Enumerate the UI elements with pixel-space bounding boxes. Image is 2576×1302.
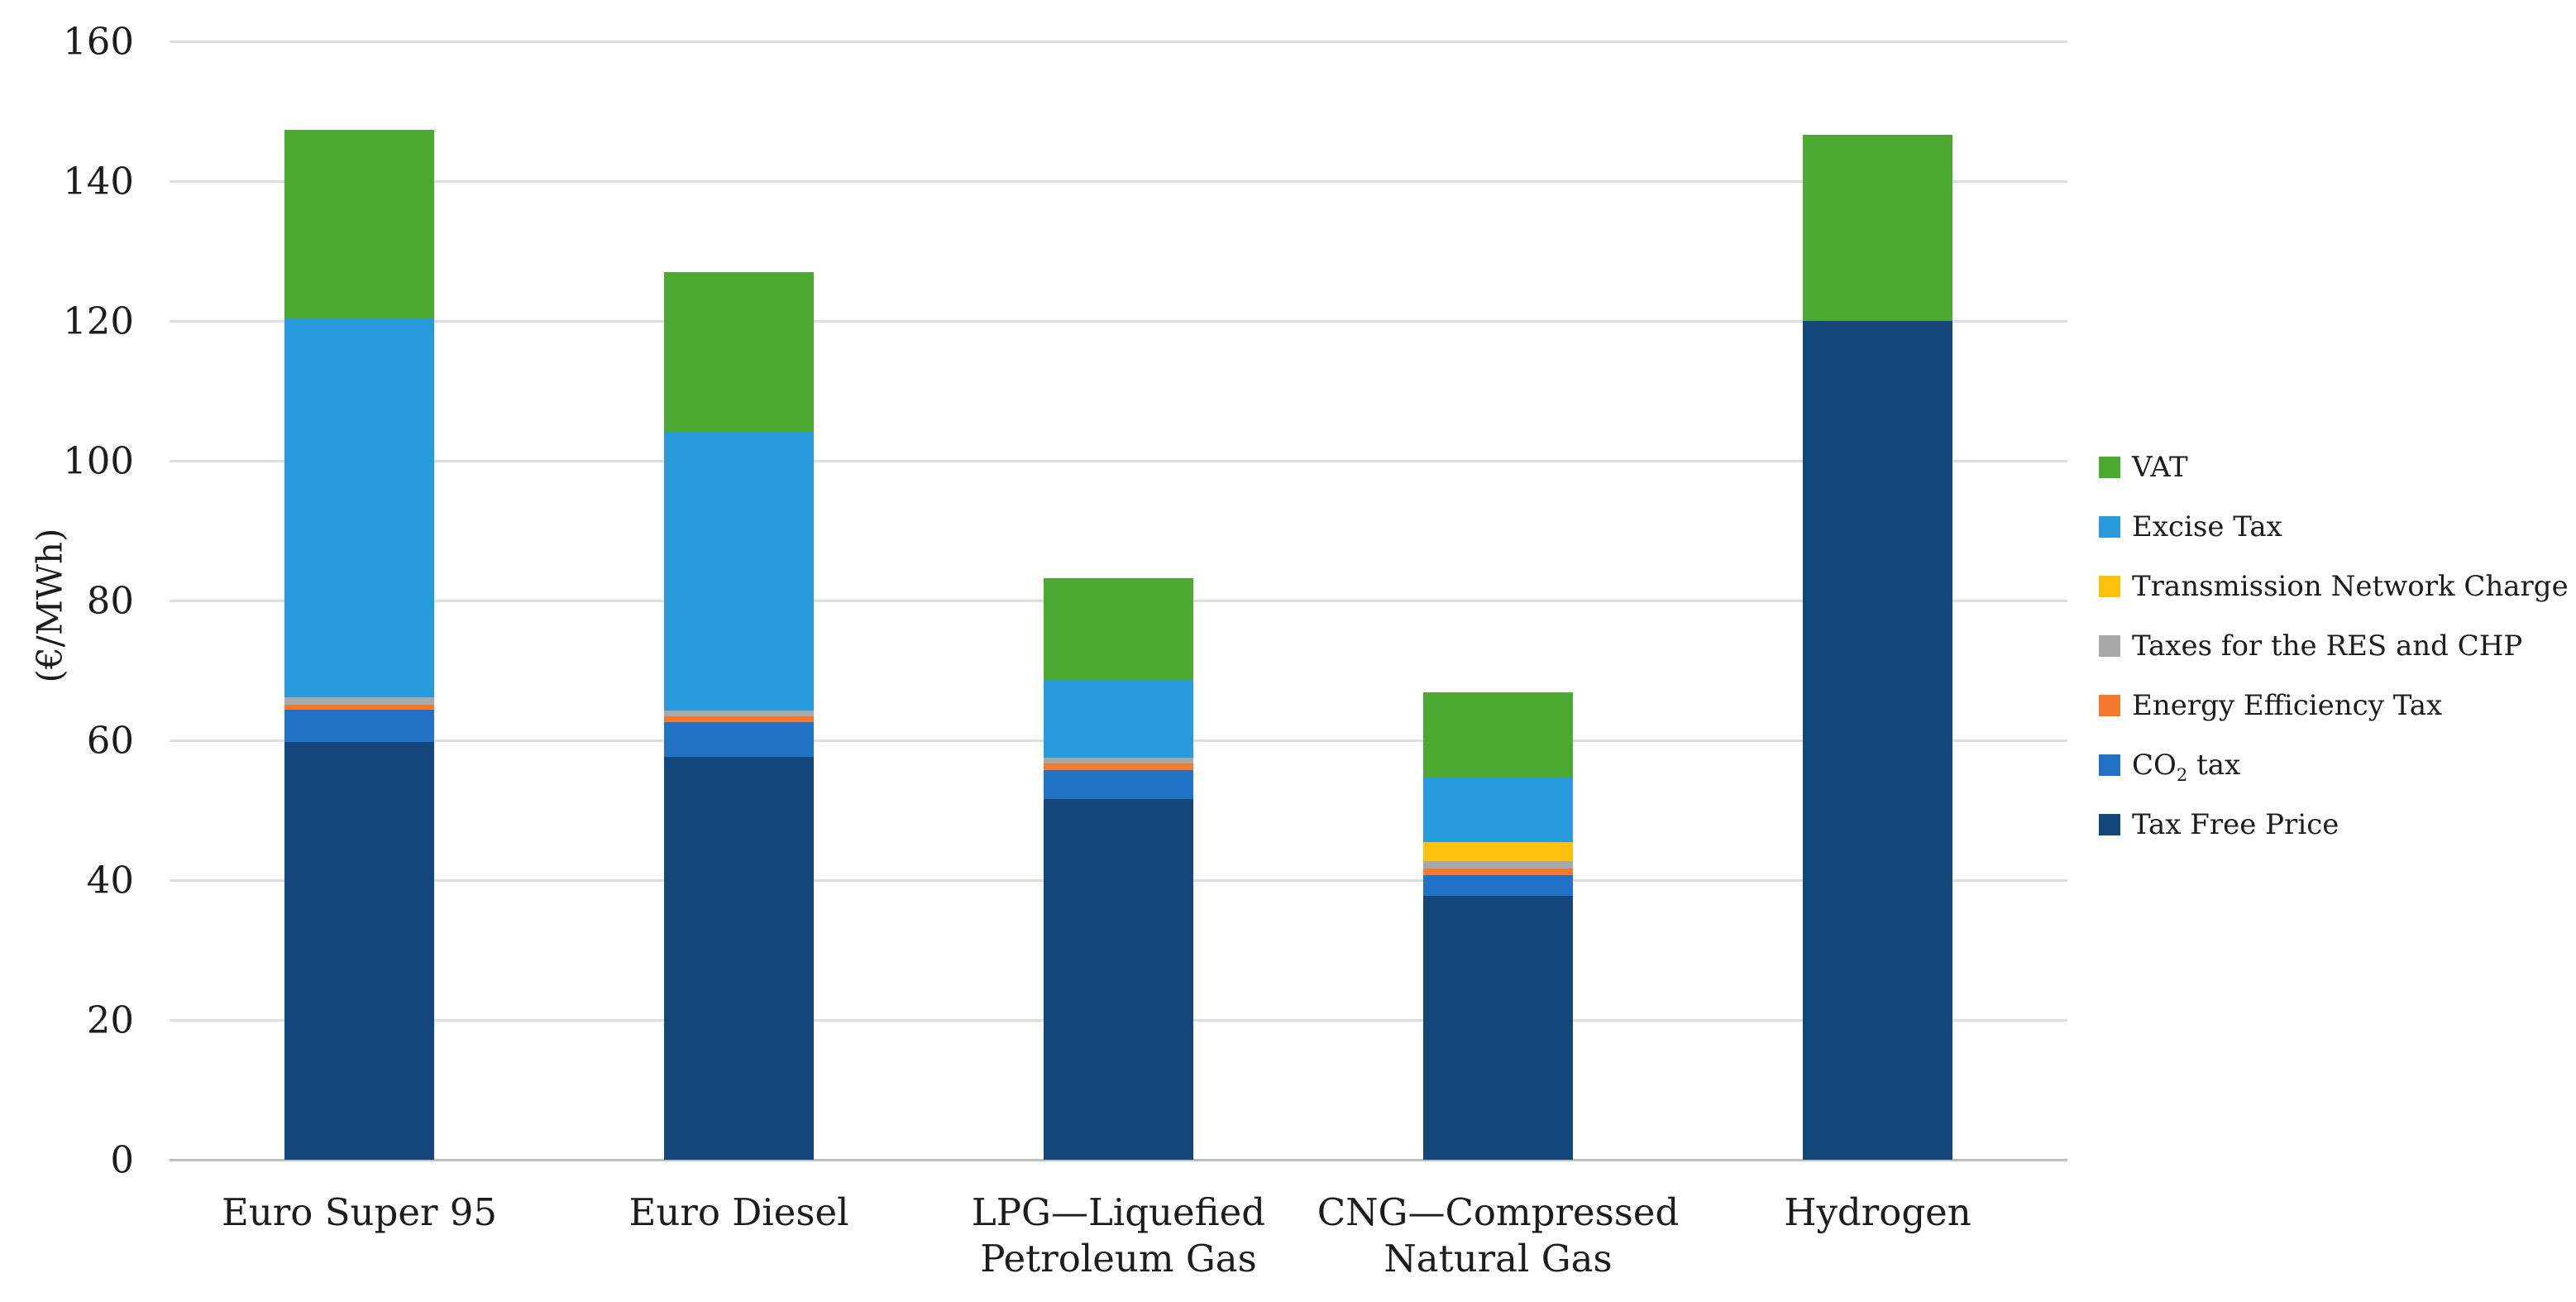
y-axis-tick-label: 160 — [63, 19, 134, 64]
bar-segment-excise_tax — [284, 318, 434, 697]
category-label-euro-super-95: Euro Super 95 — [221, 1190, 498, 1234]
bar-lpg-liquefied-petroleum-gas — [1044, 41, 1193, 1160]
bar-segment-energy_efficiency_tax — [1044, 763, 1193, 771]
bar-segment-tax_free_price — [1044, 798, 1193, 1160]
bar-segment-co2_tax — [1423, 875, 1573, 897]
bar-segment-vat — [284, 130, 434, 318]
legend-item-energy_efficiency_tax: Energy Efficiency Tax — [2099, 689, 2569, 722]
legend-swatch-energy_efficiency_tax — [2099, 695, 2120, 716]
bar-segment-vat — [1803, 135, 1952, 321]
bar-segment-vat — [1044, 577, 1193, 680]
legend: VAT Excise Tax Transmission Network Charge… — [2099, 451, 2569, 874]
bar-segment-vat — [664, 271, 814, 432]
bar-hydrogen — [1803, 41, 1952, 1160]
bar-segment-res_chp_taxes — [1044, 758, 1193, 763]
y-axis-tick-label: 120 — [63, 299, 134, 343]
bar-segment-excise_tax — [664, 431, 814, 711]
category-label-hydrogen: Hydrogen — [1784, 1190, 1971, 1234]
bar-segment-co2_tax — [664, 722, 814, 758]
legend-swatch-transmission_network_charge — [2099, 576, 2120, 597]
bar-cng-compressed-natural-gas — [1423, 41, 1573, 1160]
category-label-cng-compressed-natural-gas: CNG—Compressed Natural Gas — [1317, 1190, 1680, 1280]
legend-swatch-tax_free_price — [2099, 814, 2120, 835]
legend-label-transmission_network_charge: Transmission Network Charge — [2132, 570, 2569, 603]
bar-segment-res_chp_taxes — [1423, 861, 1573, 869]
bar-euro-diesel — [664, 41, 814, 1160]
legend-label-energy_efficiency_tax: Energy Efficiency Tax — [2132, 689, 2443, 722]
legend-item-res_chp_taxes: Taxes for the RES and CHP — [2099, 629, 2569, 663]
gridline — [170, 180, 2067, 183]
plot-area — [170, 40, 2067, 1161]
y-axis-tick-label: 80 — [86, 578, 134, 623]
bar-segment-tax_free_price — [1423, 896, 1573, 1160]
bar-segment-vat — [1423, 692, 1573, 778]
bar-segment-energy_efficiency_tax — [284, 704, 434, 710]
bar-segment-excise_tax — [1044, 679, 1193, 759]
legend-label-vat: VAT — [2132, 451, 2188, 484]
legend-label-excise_tax: Excise Tax — [2132, 510, 2282, 543]
bar-segment-tax_free_price — [664, 757, 814, 1160]
legend-swatch-co2_tax — [2099, 754, 2120, 776]
y-axis-tick-label: 0 — [110, 1137, 134, 1182]
legend-swatch-excise_tax — [2099, 516, 2120, 538]
x-axis-baseline — [170, 1158, 2067, 1161]
legend-swatch-vat — [2099, 457, 2120, 478]
bar-segment-res_chp_taxes — [284, 696, 434, 705]
category-label-lpg-liquefied-petroleum-gas: LPG—Liquefied Petroleum Gas — [971, 1190, 1266, 1280]
legend-item-co2_tax: CO2 tax — [2099, 749, 2569, 785]
category-label-euro-diesel: Euro Diesel — [628, 1190, 849, 1234]
bar-segment-energy_efficiency_tax — [1423, 868, 1573, 876]
bar-segment-co2_tax — [284, 709, 434, 742]
legend-item-transmission_network_charge: Transmission Network Charge — [2099, 570, 2569, 603]
y-axis-tick-label: 40 — [86, 858, 134, 902]
y-axis-tick-label: 100 — [63, 438, 134, 483]
gridline — [170, 459, 2067, 462]
bar-segment-tax_free_price — [284, 741, 434, 1160]
gridline — [170, 40, 2067, 43]
gridline — [170, 319, 2067, 323]
bar-segment-tax_free_price — [1803, 321, 1952, 1160]
bar-segment-excise_tax — [1423, 777, 1573, 843]
legend-label-res_chp_taxes: Taxes for the RES and CHP — [2132, 629, 2523, 663]
y-axis-tick-label: 20 — [86, 998, 134, 1042]
y-axis-tick-label: 60 — [86, 718, 134, 763]
bar-segment-res_chp_taxes — [664, 710, 814, 717]
legend-label-co2_tax: CO2 tax — [2132, 749, 2241, 785]
bar-segment-transmission_network_charge — [1423, 842, 1573, 862]
legend-item-tax_free_price: Tax Free Price — [2099, 808, 2569, 841]
bar-segment-energy_efficiency_tax — [664, 716, 814, 723]
bar-euro-super-95 — [284, 41, 434, 1160]
legend-item-vat: VAT — [2099, 451, 2569, 484]
legend-swatch-res_chp_taxes — [2099, 635, 2120, 657]
legend-label-tax_free_price: Tax Free Price — [2132, 808, 2339, 841]
bar-segment-co2_tax — [1044, 770, 1193, 799]
legend-item-excise_tax: Excise Tax — [2099, 510, 2569, 543]
y-axis-tick-label: 140 — [63, 159, 134, 203]
